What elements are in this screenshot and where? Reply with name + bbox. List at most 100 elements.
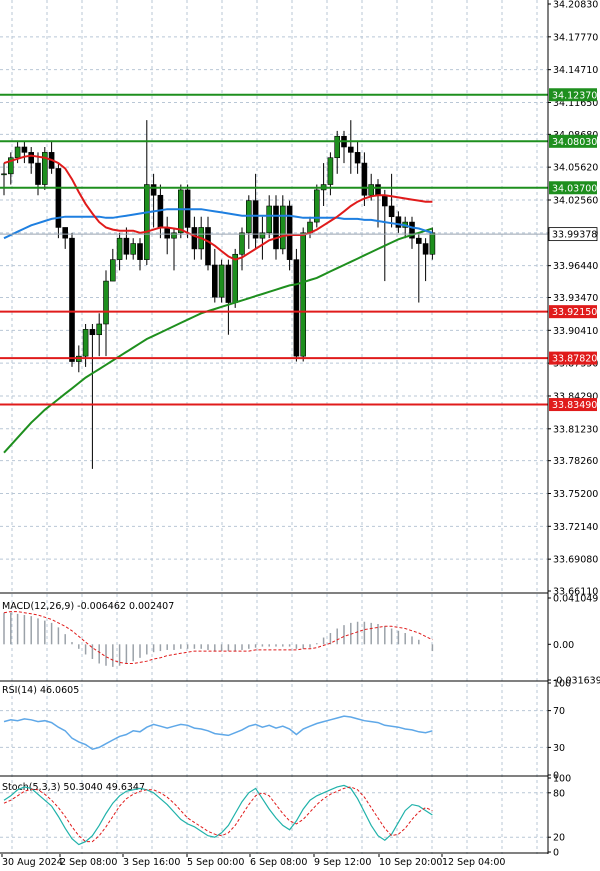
bullish-candle bbox=[96, 323, 102, 336]
bullish-candle bbox=[327, 157, 334, 185]
stoch-tick-label: 80 bbox=[553, 788, 565, 799]
bearish-candle bbox=[89, 329, 96, 336]
rsi-panel: RSI(14) 46.0605 bbox=[2, 685, 433, 751]
price-tick-label: 33.93470 bbox=[553, 293, 598, 304]
price-tick-label: 33.72140 bbox=[553, 522, 598, 533]
time-tick-label: 30 Aug 2024 bbox=[2, 857, 63, 868]
last-price-box bbox=[548, 227, 598, 242]
price-tick-label: 33.96440 bbox=[553, 261, 598, 272]
macd-panel: MACD(12,26,9) -0.006462 0.002407 bbox=[2, 601, 434, 667]
macd-signal-line bbox=[3, 611, 433, 664]
time-tick-label: 10 Sep 20:00 bbox=[379, 857, 442, 868]
price-tick-label: 33.75200 bbox=[553, 489, 598, 500]
bullish-candle bbox=[82, 329, 89, 357]
bullish-candle bbox=[116, 237, 123, 260]
bullish-candle bbox=[300, 232, 307, 357]
bullish-candle bbox=[103, 280, 109, 325]
bullish-candle bbox=[171, 232, 177, 239]
macd-tick-label: -0.031639 bbox=[553, 676, 600, 687]
bullish-candle bbox=[232, 253, 238, 303]
bearish-candle bbox=[55, 168, 62, 228]
bearish-candle bbox=[191, 227, 198, 250]
rsi-tick-label: 30 bbox=[553, 743, 565, 754]
bearish-candle bbox=[381, 194, 388, 207]
rsi-tick-label: 100 bbox=[553, 679, 571, 690]
rsi-tick-label: 70 bbox=[553, 706, 565, 717]
bearish-candle bbox=[69, 237, 75, 362]
bullish-candle bbox=[8, 157, 14, 175]
stoch-panel: Stoch(5,3,3) 50.3040 49.6347 bbox=[2, 782, 433, 846]
price-tick-label: 33.78260 bbox=[553, 456, 598, 467]
macd-label: MACD(12,26,9) -0.006462 0.002407 bbox=[2, 601, 174, 612]
stoch-tick-label: 20 bbox=[553, 833, 565, 844]
bearish-candle bbox=[28, 152, 35, 164]
bullish-candle bbox=[246, 200, 252, 234]
level-label-box bbox=[549, 181, 597, 195]
bearish-candle bbox=[252, 200, 259, 239]
price-tick-label: 34.17770 bbox=[553, 32, 598, 43]
bullish-candle bbox=[239, 232, 245, 255]
level-label: 34.03700 bbox=[552, 183, 597, 194]
bullish-candle bbox=[110, 259, 116, 282]
level-label: 33.83490 bbox=[552, 400, 597, 411]
level-label-box bbox=[549, 88, 597, 102]
bearish-candle bbox=[164, 227, 170, 239]
time-tick-label: 5 Sep 00:00 bbox=[187, 857, 244, 868]
bullish-candle bbox=[178, 189, 184, 234]
time-tick-label: 2 Sep 08:00 bbox=[60, 857, 117, 868]
rsi-tick-label: 0 bbox=[553, 771, 559, 782]
bearish-candle bbox=[205, 227, 211, 266]
bullish-candle bbox=[144, 184, 150, 260]
bullish-candle bbox=[429, 232, 436, 255]
bearish-candle bbox=[388, 205, 395, 218]
level-label: 33.92150 bbox=[552, 307, 597, 318]
stoch-d-line bbox=[3, 786, 433, 843]
bearish-candle bbox=[123, 237, 130, 255]
bearish-candle bbox=[21, 146, 28, 153]
bearish-candle bbox=[62, 227, 69, 239]
rsi-label: RSI(14) 46.0605 bbox=[2, 685, 79, 696]
bearish-candle bbox=[137, 243, 143, 260]
price-panel bbox=[0, 93, 548, 469]
bearish-candle bbox=[415, 237, 422, 244]
price-tick-label: 33.66110 bbox=[553, 587, 598, 598]
macd-tick-label: 0.00 bbox=[553, 640, 574, 651]
bearish-candle bbox=[286, 205, 293, 260]
bullish-candle bbox=[368, 184, 375, 196]
price-tick-label: 33.84290 bbox=[553, 391, 598, 402]
bullish-candle bbox=[259, 232, 266, 239]
bullish-candle bbox=[130, 243, 136, 255]
bearish-candle bbox=[150, 184, 157, 196]
grid-lines bbox=[0, 0, 548, 854]
time-tick-label: 12 Sep 04:00 bbox=[442, 857, 505, 868]
bullish-candle bbox=[279, 205, 286, 250]
price-tick-label: 34.11650 bbox=[553, 98, 598, 109]
price-tick-label: 33.81230 bbox=[553, 424, 598, 435]
stoch-tick-label: 100 bbox=[553, 774, 571, 785]
price-tick-label: 34.05620 bbox=[553, 163, 598, 174]
bearish-candle bbox=[409, 221, 415, 239]
bullish-candle bbox=[218, 264, 225, 298]
bearish-candle bbox=[293, 259, 300, 357]
level-label: 34.12370 bbox=[552, 90, 597, 101]
bullish-candle bbox=[334, 135, 341, 159]
bullish-candle bbox=[313, 189, 320, 223]
price-tick-label: 33.90410 bbox=[553, 326, 598, 337]
level-label: 34.08030 bbox=[552, 137, 597, 148]
stoch-label: Stoch(5,3,3) 50.3040 49.6347 bbox=[2, 782, 145, 793]
bearish-candle bbox=[347, 146, 354, 153]
price-tick-label: 34.02560 bbox=[553, 195, 598, 206]
moving-average-blue bbox=[3, 208, 433, 240]
time-tick-label: 3 Sep 16:00 bbox=[123, 857, 180, 868]
bearish-candle bbox=[212, 264, 218, 298]
bullish-candle bbox=[14, 146, 21, 159]
moving-average-red bbox=[3, 154, 433, 261]
level-label-box bbox=[549, 398, 597, 412]
bearish-candle bbox=[375, 184, 381, 196]
time-tick-label: 6 Sep 08:00 bbox=[250, 857, 307, 868]
bearish-candle bbox=[395, 216, 402, 228]
bearish-candle bbox=[273, 205, 279, 250]
level-label: 33.87820 bbox=[552, 354, 597, 365]
